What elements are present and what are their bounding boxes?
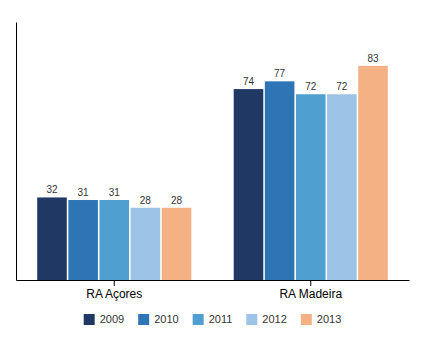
bar	[131, 208, 161, 280]
bar	[68, 200, 98, 280]
data-label: 72	[336, 81, 348, 92]
x-tick-label: RA Açores	[86, 287, 142, 301]
bar	[99, 200, 129, 280]
data-label: 74	[243, 76, 255, 87]
data-labels: 32 74 31 77 31 72 28 72 28 83	[46, 53, 379, 206]
legend-swatch	[301, 314, 312, 325]
legend-item: 2013	[301, 313, 341, 325]
legend: 2009 2010 2011 2012 2013	[84, 313, 342, 325]
chart: 32 74 31 77 31 72 28 72 28 83 RA Açores RA Madeira 2…	[0, 0, 425, 342]
x-tick-mark	[114, 280, 115, 286]
x-tick: RA Açores	[86, 280, 142, 301]
legend-label: 2012	[262, 313, 286, 325]
data-label: 31	[78, 187, 90, 198]
data-label: 28	[140, 195, 152, 206]
bars	[37, 66, 388, 280]
bar	[162, 208, 192, 280]
data-label: 31	[109, 187, 121, 198]
data-label: 28	[171, 195, 183, 206]
legend-label: 2011	[209, 313, 233, 325]
legend-label: 2009	[100, 313, 124, 325]
legend-swatch	[246, 314, 257, 325]
y-axis-line	[16, 23, 17, 281]
bar	[265, 81, 295, 280]
x-tick-mark	[310, 280, 311, 286]
data-label: 77	[274, 68, 286, 79]
bar	[234, 89, 264, 280]
legend-swatch	[84, 314, 95, 325]
bar	[296, 94, 326, 280]
bar	[37, 197, 67, 280]
data-label: 83	[367, 53, 379, 64]
legend-label: 2010	[154, 313, 178, 325]
legend-item: 2012	[246, 313, 286, 325]
plot: 32 74 31 77 31 72 28 72 28 83 RA Açores RA Madeira	[17, 23, 410, 301]
x-axis: RA Açores RA Madeira	[17, 280, 410, 301]
x-axis-line	[17, 280, 410, 281]
legend-item: 2010	[138, 313, 178, 325]
y-axis	[16, 23, 17, 281]
legend-swatch	[138, 314, 149, 325]
x-tick: RA Madeira	[279, 280, 342, 301]
bar	[358, 66, 388, 280]
legend-item: 2009	[84, 313, 124, 325]
bar	[327, 94, 357, 280]
x-tick-label: RA Madeira	[279, 287, 342, 301]
legend-item: 2011	[193, 313, 233, 325]
legend-label: 2013	[317, 313, 341, 325]
legend-swatch	[193, 314, 204, 325]
data-label: 72	[305, 81, 317, 92]
data-label: 32	[46, 184, 58, 195]
